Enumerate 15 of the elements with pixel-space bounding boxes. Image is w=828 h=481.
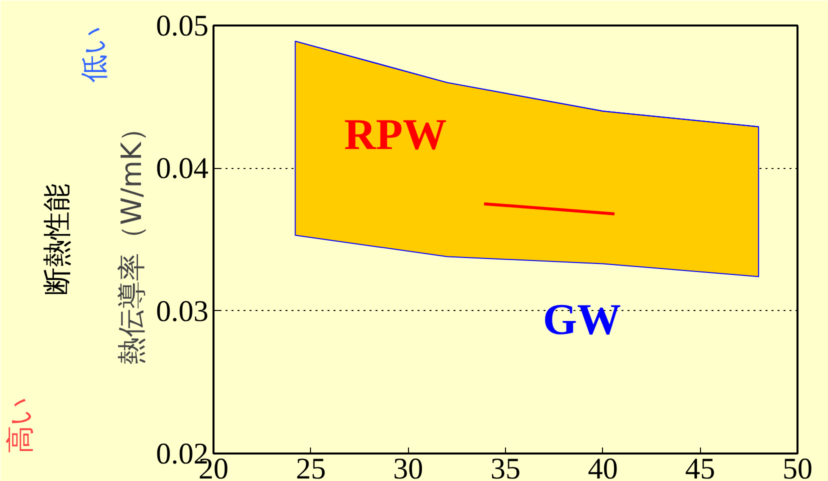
y-axis-title: 熱伝導率（W/mK）	[115, 114, 148, 365]
text: GW	[542, 294, 622, 344]
text: 低い	[78, 26, 110, 82]
x-tick-label: 25	[296, 452, 326, 481]
x-tick-label: 30	[393, 452, 424, 481]
series-label: RPW	[344, 110, 447, 159]
y-tick-label: 0.03	[156, 294, 208, 328]
x-tick-label: 45	[685, 452, 716, 481]
y-tick-label: 0.04	[156, 152, 208, 186]
y-tick-label: 0.05	[156, 10, 208, 42]
x-tick-label: 50	[782, 452, 812, 481]
text: 高い	[4, 396, 36, 454]
x-tick-label: 35	[490, 452, 520, 481]
text: 断熱性能	[40, 184, 74, 296]
x-tick-label: 40	[588, 452, 618, 481]
